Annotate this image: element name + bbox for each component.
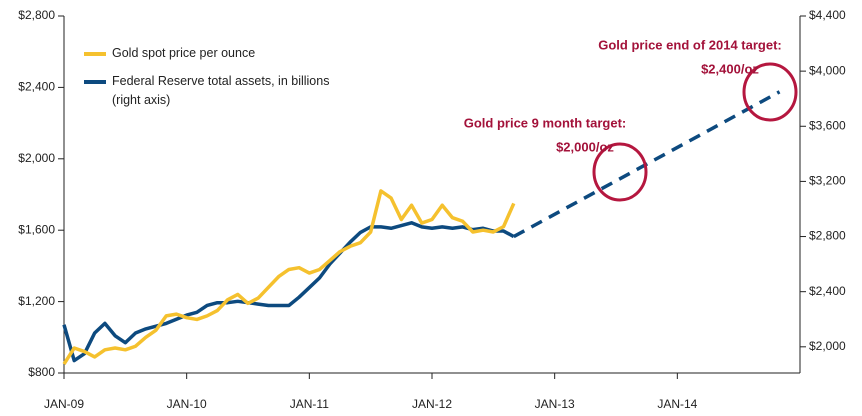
target-circle <box>592 142 648 202</box>
series-line <box>62 221 515 363</box>
legend-item: Federal Reserve total assets, in billion… <box>84 72 344 110</box>
legend: Gold spot price per ounce Federal Reserve… <box>84 44 344 119</box>
y2-tick-label: $2,400 <box>809 284 846 298</box>
annotation: $2,400/oz <box>701 61 759 76</box>
y2-tick-label: $4,400 <box>809 8 846 22</box>
y2-tick-label: $4,000 <box>809 63 846 77</box>
legend-swatch <box>84 80 106 84</box>
y2-tick-label: $3,600 <box>809 118 846 132</box>
target-circle <box>742 62 798 122</box>
annotation: $2,000/oz <box>556 139 614 154</box>
x-tick-label: JAN-10 <box>167 397 207 411</box>
annotation: Gold price end of 2014 target: <box>598 37 782 52</box>
y-tick-label: $2,400 <box>18 80 55 94</box>
y-tick-label: $2,800 <box>18 8 55 22</box>
y-tick-label: $1,200 <box>18 294 55 308</box>
x-tick-label: JAN-09 <box>44 397 84 411</box>
y2-tick-label: $3,200 <box>809 174 846 188</box>
legend-item: Gold spot price per ounce <box>84 44 344 63</box>
y-tick-label: $2,000 <box>18 151 55 165</box>
y-tick-label: $800 <box>28 365 55 379</box>
x-tick-label: JAN-14 <box>657 397 697 411</box>
x-tick-label: JAN-12 <box>412 397 452 411</box>
legend-label: Gold spot price per ounce <box>112 46 256 60</box>
y2-tick-label: $2,000 <box>809 339 846 353</box>
y-tick-label: $1,600 <box>18 222 55 236</box>
legend-swatch <box>84 52 106 56</box>
x-tick-label: JAN-11 <box>290 397 329 411</box>
projection-line <box>512 90 781 239</box>
legend-label: Federal Reserve total assets, in billion… <box>112 74 330 107</box>
series-line <box>62 189 516 366</box>
x-tick-label: JAN-13 <box>535 397 575 411</box>
y2-tick-label: $2,800 <box>809 229 846 243</box>
annotation: Gold price 9 month target: <box>464 115 627 130</box>
